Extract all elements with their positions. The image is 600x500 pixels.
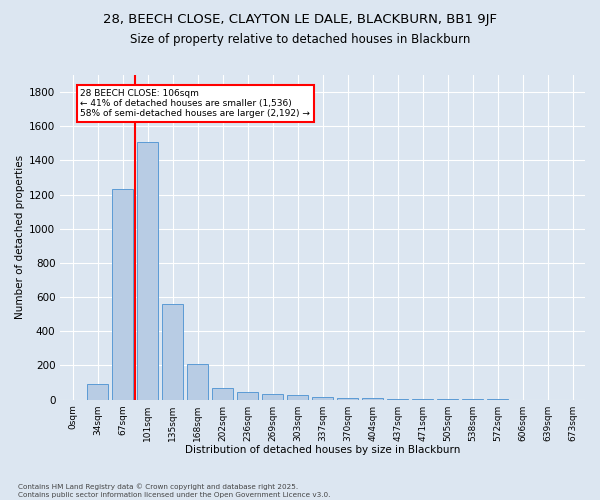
Bar [87,384,109,400]
Bar [387,398,408,400]
Bar [237,392,258,400]
Bar [412,399,433,400]
Text: Contains HM Land Registry data © Crown copyright and database right 2025.
Contai: Contains HM Land Registry data © Crown c… [18,484,331,498]
Bar [137,142,158,400]
Bar [312,397,333,400]
Bar [262,394,283,400]
Y-axis label: Number of detached properties: Number of detached properties [15,155,25,320]
Bar [362,398,383,400]
Bar [287,396,308,400]
Bar [337,398,358,400]
Bar [212,388,233,400]
X-axis label: Distribution of detached houses by size in Blackburn: Distribution of detached houses by size … [185,445,460,455]
Text: 28 BEECH CLOSE: 106sqm
← 41% of detached houses are smaller (1,536)
58% of semi-: 28 BEECH CLOSE: 106sqm ← 41% of detached… [80,88,310,118]
Bar [112,190,133,400]
Text: 28, BEECH CLOSE, CLAYTON LE DALE, BLACKBURN, BB1 9JF: 28, BEECH CLOSE, CLAYTON LE DALE, BLACKB… [103,12,497,26]
Bar [162,304,184,400]
Bar [187,364,208,400]
Text: Size of property relative to detached houses in Blackburn: Size of property relative to detached ho… [130,32,470,46]
